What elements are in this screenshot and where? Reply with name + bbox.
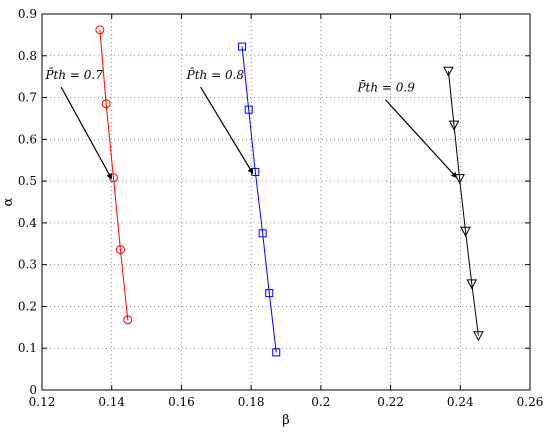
y-tick-label: 0 [29,383,37,397]
y-tick-label: 0.9 [18,7,37,21]
annotation-label-2: P̄th = 0.8 [186,67,245,82]
y-axis-label: α [1,197,16,206]
annotation-arrow-2 [200,86,254,175]
y-tick-label: 0.3 [18,258,37,272]
square-marker [272,348,281,357]
square-marker [265,289,274,298]
x-tick-label: 0.14 [98,395,125,409]
plot-frame [41,13,531,391]
x-tick-label: 0.2 [311,395,330,409]
plot-background [42,14,530,390]
annotation-label-1: P̄th = 0.7 [44,67,103,82]
x-tick-label: 0.18 [238,395,265,409]
y-tick-label: 0.5 [18,174,37,188]
x-axis-label: β [282,413,290,428]
circle-marker [115,245,125,255]
triangle-down-marker [473,331,484,342]
circle-marker [101,99,111,109]
circle-marker [123,315,133,325]
grid [42,14,530,390]
triangle-down-marker [466,279,478,290]
annotation-arrow-1 [60,86,113,180]
y-tick-label: 0.7 [18,91,37,105]
series-line-2 [241,46,277,353]
square-marker [258,229,267,238]
annotation-arrow-3 [384,99,458,179]
triangle-down-marker [448,120,460,131]
series-line-3 [447,71,479,336]
square-marker [238,42,247,51]
x-tick-label: 0.24 [447,395,474,409]
y-tick-label: 0.6 [18,132,37,146]
annotations: P̄th = 0.7 P̄th = 0.8 P̄th = 0.9 [44,67,458,180]
y-tick-label: 0.2 [18,299,37,313]
triangle-down-marker [443,66,454,77]
axis-ticks: 0.12 0.14 0.16 0.18 0.2 0.22 0.24 0.26 0 0.1 0.2 0.… [18,7,543,409]
x-tick-label: 0.22 [377,395,404,409]
circle-marker [95,25,105,35]
series-line-1 [99,29,129,320]
x-tick-label: 0.12 [29,395,56,409]
y-tick-label: 0.1 [18,341,37,355]
y-tick-label: 0.8 [18,49,37,63]
square-marker [244,105,253,114]
triangle-down-marker [460,226,471,237]
x-tick-label: 0.26 [517,395,544,409]
triangle-down-marker [454,174,465,185]
x-tick-label: 0.16 [168,395,195,409]
y-tick-label: 0.4 [18,216,37,230]
annotation-label-3: P̄th = 0.9 [356,79,415,94]
